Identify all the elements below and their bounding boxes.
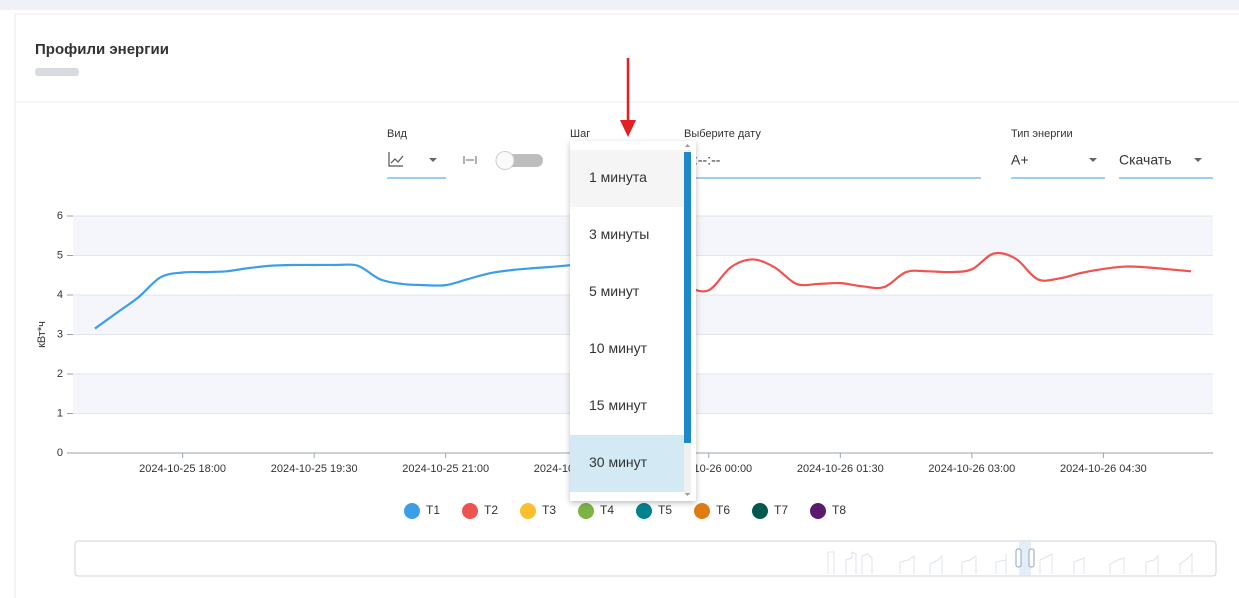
step-dropdown: 1 минута 3 минуты 5 минут 10 минут 15 минут 3…: [570, 141, 696, 501]
download-button[interactable]: Скачать: [1119, 152, 1172, 168]
option-highlight: [570, 150, 684, 207]
series-line: [620, 251, 1192, 293]
caret[interactable]: [1194, 158, 1202, 162]
x-tick-label: 2024-10-25 21:00: [402, 463, 489, 475]
annotation-arrowhead: [620, 120, 636, 137]
x-tick-label: 2024-10-26 04:30: [1060, 463, 1147, 475]
legend-label[interactable]: T4: [600, 503, 614, 517]
energy-type-label: Тип энергии: [1011, 128, 1073, 140]
line-chart-icon[interactable]: [388, 152, 404, 167]
caret[interactable]: [1089, 158, 1097, 162]
span-icon: [463, 156, 477, 164]
legend-label[interactable]: T2: [484, 503, 498, 517]
zoom-slider[interactable]: [74, 540, 1217, 577]
step-label: Шаг: [570, 128, 590, 140]
dropdown-option[interactable]: 10 минут: [589, 340, 648, 356]
zoom-preview: [827, 551, 1193, 574]
dropdown-option[interactable]: 3 минуты: [589, 226, 649, 242]
zoom-handle[interactable]: [1028, 548, 1035, 568]
legend-swatch[interactable]: [694, 503, 710, 519]
legend-label[interactable]: T5: [658, 503, 672, 517]
y-axis-label: кВт*ч: [36, 321, 48, 348]
legend-swatch[interactable]: [810, 503, 826, 519]
legend-swatch[interactable]: [462, 503, 478, 519]
y-tick-label: 4: [57, 289, 63, 301]
dropdown-option[interactable]: 15 минут: [589, 397, 648, 413]
zoom-window[interactable]: [1019, 541, 1031, 576]
dropdown-option[interactable]: 30 минут: [589, 454, 648, 470]
y-tick-label: 1: [57, 407, 63, 419]
x-tick-label: 2024-10-26 01:30: [797, 463, 884, 475]
legend: T1 T2 T3 T4 T5 T6 T7 T8: [404, 503, 846, 519]
zoom-handle[interactable]: [1015, 548, 1022, 568]
legend-label[interactable]: T1: [426, 503, 440, 517]
energy-type-value[interactable]: A+: [1011, 152, 1029, 168]
legend-swatch[interactable]: [404, 503, 420, 519]
x-tick-label: 2024-10-25 18:00: [139, 463, 226, 475]
y-tick-label: 2: [57, 368, 63, 380]
legend-swatch[interactable]: [752, 503, 768, 519]
blurred-subtitle: [35, 68, 79, 76]
card-title: Профили энергии: [35, 41, 169, 58]
legend-swatch[interactable]: [578, 503, 594, 519]
date-label: Выберите дату: [684, 128, 761, 140]
legend-swatch[interactable]: [520, 503, 536, 519]
legend-label[interactable]: T6: [716, 503, 730, 517]
legend-label[interactable]: T8: [832, 503, 846, 517]
top-band: [0, 0, 1239, 10]
y-tick-label: 6: [57, 210, 63, 222]
y-tick-label: 5: [57, 249, 63, 261]
y-tick-label: 0: [57, 447, 63, 459]
date-value[interactable]: :--:--: [694, 152, 721, 168]
dropdown-option[interactable]: 1 минута: [589, 169, 647, 185]
option-highlight: [570, 435, 684, 492]
series-line: [94, 262, 622, 330]
caret[interactable]: [429, 158, 437, 162]
toggle-knob[interactable]: [495, 151, 515, 170]
x-tick-label: 2024-10-25 19:30: [271, 463, 358, 475]
y-tick-label: 3: [57, 328, 63, 340]
legend-label[interactable]: T7: [774, 503, 788, 517]
legend-swatch[interactable]: [636, 503, 652, 519]
dropdown-option[interactable]: 5 минут: [589, 283, 640, 299]
x-tick-label: 2024-10-26 03:00: [928, 463, 1015, 475]
scrollbar-thumb[interactable]: [684, 152, 691, 443]
legend-label[interactable]: T3: [542, 503, 556, 517]
view-label: Вид: [387, 128, 407, 140]
